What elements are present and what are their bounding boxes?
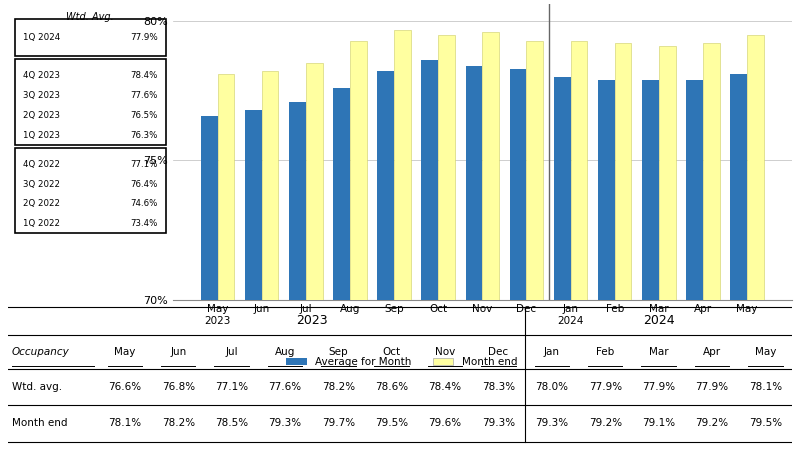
Text: Month end: Month end bbox=[12, 418, 67, 428]
Text: Dec: Dec bbox=[488, 347, 509, 357]
Text: 76.8%: 76.8% bbox=[162, 382, 194, 392]
Bar bbox=[422, 60, 438, 449]
Text: 79.2%: 79.2% bbox=[589, 418, 622, 428]
Text: 3Q 2022: 3Q 2022 bbox=[23, 180, 60, 189]
Bar bbox=[642, 79, 659, 449]
Bar bbox=[350, 41, 366, 449]
Text: 79.1%: 79.1% bbox=[642, 418, 675, 428]
Bar bbox=[262, 71, 278, 449]
Text: 2Q 2022: 2Q 2022 bbox=[23, 199, 60, 208]
Text: 79.6%: 79.6% bbox=[429, 418, 462, 428]
Text: 78.1%: 78.1% bbox=[749, 382, 782, 392]
Bar bbox=[394, 30, 411, 449]
Bar bbox=[510, 69, 526, 449]
Bar bbox=[703, 44, 720, 449]
Text: May: May bbox=[754, 347, 776, 357]
Bar bbox=[306, 63, 322, 449]
Bar bbox=[482, 32, 499, 449]
Text: 78.1%: 78.1% bbox=[108, 418, 142, 428]
Text: 77.9%: 77.9% bbox=[589, 382, 622, 392]
Text: 78.2%: 78.2% bbox=[162, 418, 194, 428]
Text: 79.2%: 79.2% bbox=[695, 418, 729, 428]
Text: Occupancy: Occupancy bbox=[12, 347, 70, 357]
Bar bbox=[526, 41, 543, 449]
Text: Apr: Apr bbox=[703, 347, 721, 357]
Text: Sep: Sep bbox=[329, 347, 348, 357]
Text: Oct: Oct bbox=[382, 347, 401, 357]
Bar bbox=[466, 66, 482, 449]
Bar bbox=[570, 41, 587, 449]
Text: 77.6%: 77.6% bbox=[269, 382, 302, 392]
Text: May: May bbox=[114, 347, 135, 357]
Text: 79.3%: 79.3% bbox=[269, 418, 302, 428]
Bar bbox=[218, 74, 234, 449]
Text: 4Q 2023: 4Q 2023 bbox=[23, 71, 60, 80]
Text: 76.3%: 76.3% bbox=[130, 131, 158, 140]
Text: 1Q 2022: 1Q 2022 bbox=[23, 219, 60, 228]
Text: 77.1%: 77.1% bbox=[215, 382, 248, 392]
Text: Mar: Mar bbox=[649, 347, 668, 357]
Text: 78.5%: 78.5% bbox=[215, 418, 248, 428]
Text: Nov: Nov bbox=[435, 347, 455, 357]
Text: 79.7%: 79.7% bbox=[322, 418, 355, 428]
FancyBboxPatch shape bbox=[14, 59, 166, 145]
Bar bbox=[686, 79, 703, 449]
Text: 76.4%: 76.4% bbox=[130, 180, 158, 189]
Text: 78.4%: 78.4% bbox=[429, 382, 462, 392]
Bar bbox=[289, 102, 306, 449]
Text: 77.6%: 77.6% bbox=[130, 91, 158, 100]
Text: 78.4%: 78.4% bbox=[130, 71, 158, 80]
Text: Jan: Jan bbox=[544, 347, 560, 357]
Text: 78.2%: 78.2% bbox=[322, 382, 355, 392]
Text: 79.5%: 79.5% bbox=[375, 418, 408, 428]
Bar bbox=[438, 35, 455, 449]
Text: 76.6%: 76.6% bbox=[108, 382, 142, 392]
Text: 74.6%: 74.6% bbox=[130, 199, 158, 208]
Text: Feb: Feb bbox=[596, 347, 614, 357]
Text: 76.5%: 76.5% bbox=[130, 111, 158, 120]
Bar bbox=[554, 77, 570, 449]
Bar bbox=[747, 35, 764, 449]
Text: 79.5%: 79.5% bbox=[749, 418, 782, 428]
Bar bbox=[730, 74, 747, 449]
Text: 77.9%: 77.9% bbox=[695, 382, 729, 392]
Text: Jul: Jul bbox=[226, 347, 238, 357]
FancyBboxPatch shape bbox=[14, 19, 166, 56]
Bar bbox=[659, 46, 675, 449]
Text: 77.9%: 77.9% bbox=[642, 382, 675, 392]
Text: Wtd. avg.: Wtd. avg. bbox=[12, 382, 62, 392]
Bar bbox=[245, 110, 262, 449]
Bar bbox=[378, 71, 394, 449]
Legend: Average for Month, Month end: Average for Month, Month end bbox=[282, 353, 522, 371]
Text: 73.4%: 73.4% bbox=[130, 219, 158, 228]
Text: Aug: Aug bbox=[274, 347, 295, 357]
Text: Jun: Jun bbox=[170, 347, 186, 357]
Text: 78.3%: 78.3% bbox=[482, 382, 515, 392]
Text: 78.6%: 78.6% bbox=[375, 382, 408, 392]
Text: 3Q 2023: 3Q 2023 bbox=[23, 91, 60, 100]
Text: 4Q 2022: 4Q 2022 bbox=[23, 160, 60, 169]
Text: 2024: 2024 bbox=[642, 314, 674, 327]
Text: 2023: 2023 bbox=[296, 314, 327, 327]
Text: 1Q 2023: 1Q 2023 bbox=[23, 131, 60, 140]
Text: 78.0%: 78.0% bbox=[535, 382, 568, 392]
Bar bbox=[598, 79, 614, 449]
Text: 79.3%: 79.3% bbox=[482, 418, 515, 428]
Bar bbox=[333, 88, 350, 449]
FancyBboxPatch shape bbox=[14, 148, 166, 233]
Text: Wtd. Avg.: Wtd. Avg. bbox=[66, 12, 114, 22]
Text: 79.3%: 79.3% bbox=[535, 418, 568, 428]
Text: 77.9%: 77.9% bbox=[130, 33, 158, 42]
Text: 77.1%: 77.1% bbox=[130, 160, 158, 169]
Bar bbox=[614, 44, 631, 449]
Bar bbox=[201, 116, 218, 449]
Text: 2Q 2023: 2Q 2023 bbox=[23, 111, 60, 120]
Text: 1Q 2024: 1Q 2024 bbox=[23, 33, 60, 42]
